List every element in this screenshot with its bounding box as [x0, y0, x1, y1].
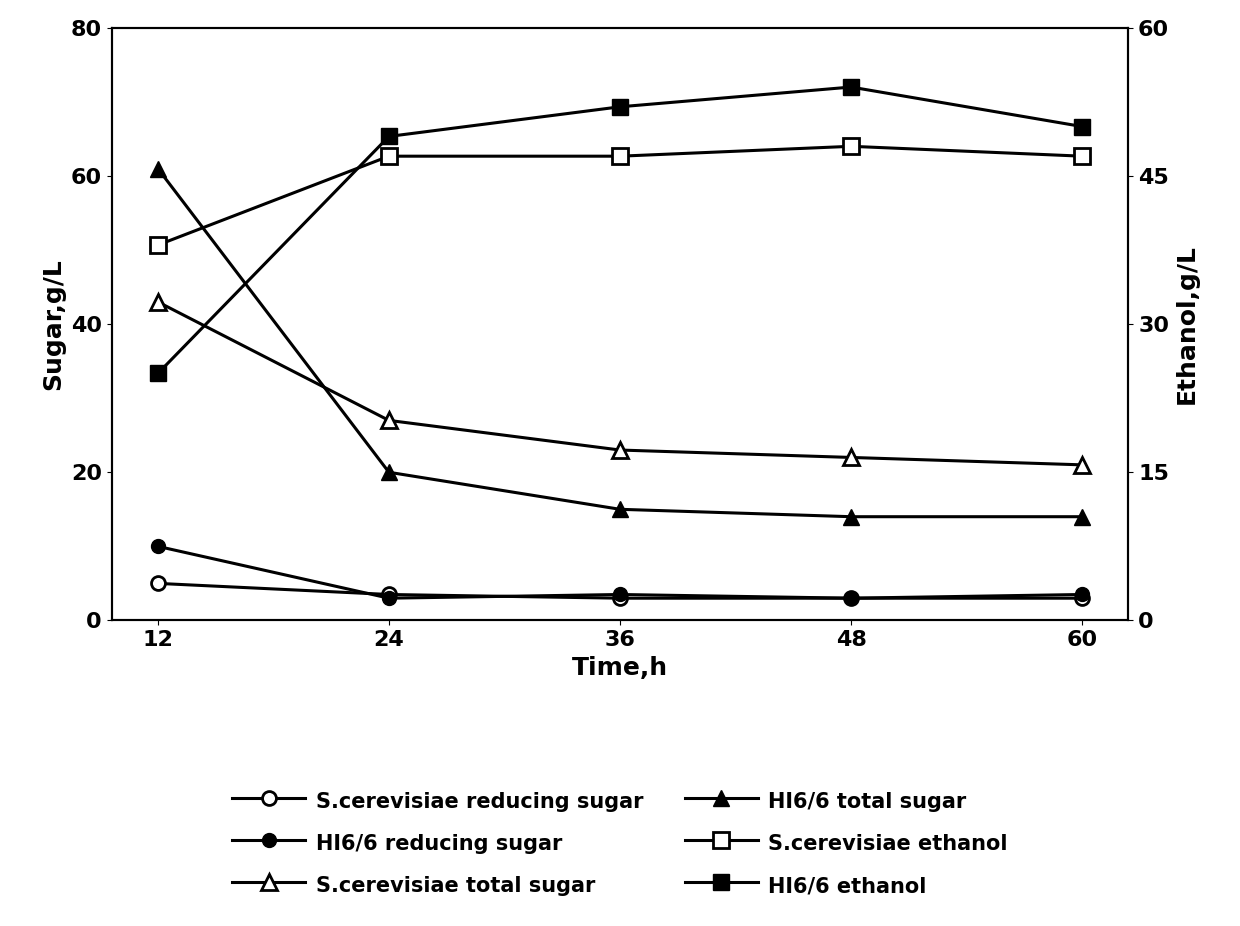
Y-axis label: Sugar,g/L: Sugar,g/L [41, 258, 66, 390]
X-axis label: Time,h: Time,h [572, 656, 668, 680]
Y-axis label: Ethanol,g/L: Ethanol,g/L [1174, 244, 1199, 404]
Legend: S.cerevisiae reducing sugar, HI6/6 reducing sugar, S.cerevisiae total sugar, HI6: S.cerevisiae reducing sugar, HI6/6 reduc… [224, 780, 1016, 907]
